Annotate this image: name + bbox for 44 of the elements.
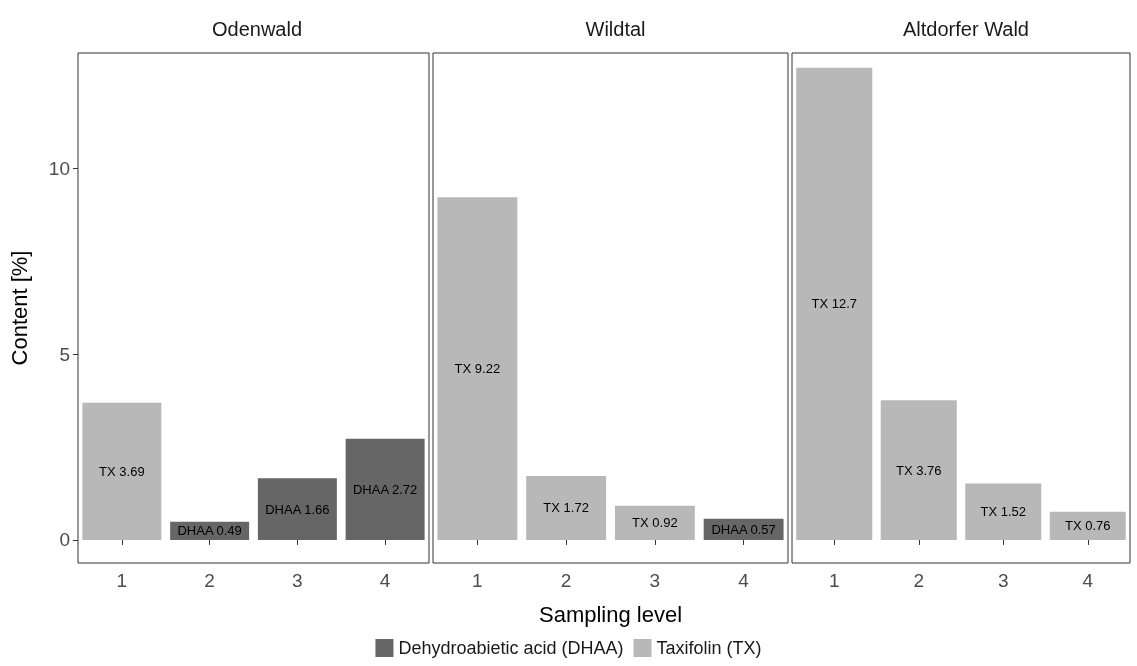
data-label: TX 1.72 <box>543 500 589 516</box>
bar <box>345 438 425 540</box>
bar <box>796 67 873 540</box>
bar <box>1049 511 1126 540</box>
bar <box>965 483 1042 540</box>
legend-label: Taxifolin (TX) <box>656 638 762 658</box>
data-label: TX 3.76 <box>895 462 942 478</box>
chart-title: Wildtal <box>585 18 646 40</box>
chart-title: Odenwald <box>211 18 303 40</box>
x-tick-label: 1 <box>116 570 128 591</box>
data-label: TX 12.7 <box>811 296 858 312</box>
x-tick-label: 3 <box>292 570 303 591</box>
x-tick-label: 2 <box>913 570 925 591</box>
x-tick-label: 4 <box>738 570 750 591</box>
data-label: TX 0.92 <box>632 515 678 531</box>
data-label: TX 0.76 <box>1064 518 1111 534</box>
bar <box>880 400 957 540</box>
data-label: DHAA 1.66 <box>265 501 330 517</box>
data-label: DHAA 0.57 <box>711 521 776 537</box>
y-tick-label: 5 <box>59 343 70 365</box>
x-tick-label: 2 <box>204 570 215 591</box>
y-axis-title: Content [%] <box>6 250 32 366</box>
y-tick-label: 0 <box>59 529 70 551</box>
data-label: TX 1.52 <box>980 504 1027 520</box>
bar <box>82 402 162 540</box>
data-label: DHAA 2.72 <box>352 481 418 497</box>
bar <box>614 505 695 540</box>
data-label: DHAA 0.49 <box>177 523 242 539</box>
x-tick-label: 1 <box>472 570 483 591</box>
data-label: TX 3.69 <box>99 463 145 479</box>
x-tick-label: 1 <box>828 570 840 591</box>
legend-label: Dehydroabietic acid (DHAA) <box>398 638 624 658</box>
bar <box>526 476 607 540</box>
x-tick-label: 2 <box>560 570 572 591</box>
data-label: TX 9.22 <box>454 361 501 377</box>
x-axis-title: Sampling level <box>538 601 683 627</box>
x-tick-label: 3 <box>649 570 661 591</box>
chart-title: Altdorfer Wald <box>903 18 1029 40</box>
bar <box>257 478 337 540</box>
x-tick-label: 4 <box>1082 570 1094 591</box>
x-tick-label: 4 <box>379 570 391 591</box>
bar <box>437 197 518 540</box>
y-tick-label: 10 <box>48 157 70 179</box>
x-tick-label: 3 <box>997 570 1009 591</box>
